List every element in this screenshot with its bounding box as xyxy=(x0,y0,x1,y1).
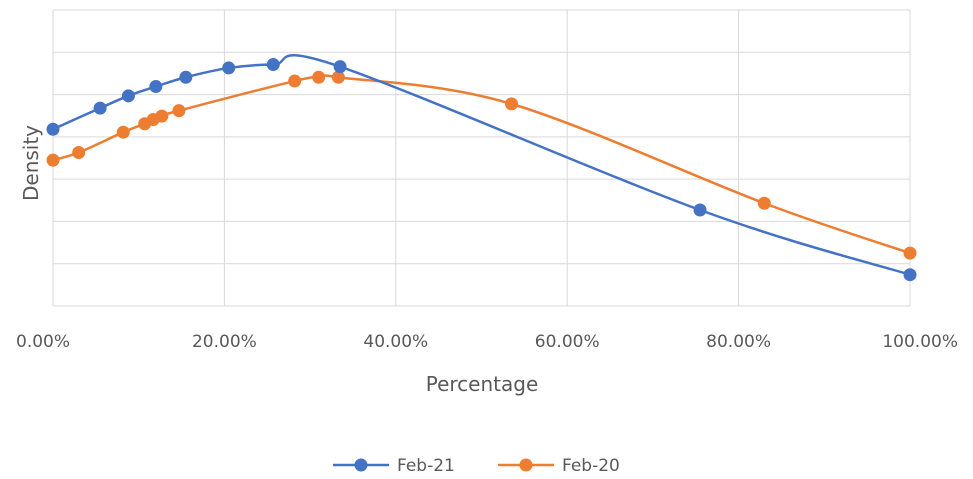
legend-item-feb-20: Feb-20 xyxy=(498,456,620,476)
chart-series xyxy=(46,54,917,282)
data-point xyxy=(46,122,60,136)
data-point xyxy=(179,70,193,84)
x-tick-label: 100.00% xyxy=(882,332,958,352)
data-point xyxy=(116,125,130,139)
data-point xyxy=(266,58,280,72)
data-point xyxy=(149,80,163,94)
x-tick-label: 60.00% xyxy=(535,332,600,352)
data-point xyxy=(46,153,60,167)
data-point xyxy=(222,61,236,75)
data-point xyxy=(903,246,917,260)
legend-marker xyxy=(519,458,533,472)
data-point xyxy=(93,101,107,115)
data-point xyxy=(693,203,707,217)
x-tick-label: 0.00% xyxy=(16,332,70,352)
series-feb-21 xyxy=(46,54,917,282)
y-axis-title: Density xyxy=(19,125,43,201)
x-axis-title: Percentage xyxy=(426,372,539,396)
data-point xyxy=(757,196,771,210)
x-tick-label: 20.00% xyxy=(192,332,257,352)
x-tick-label: 80.00% xyxy=(706,332,771,352)
legend-label: Feb-21 xyxy=(397,456,455,476)
data-point xyxy=(331,70,345,84)
legend-label: Feb-20 xyxy=(562,456,620,476)
data-point xyxy=(72,146,86,160)
x-tick-label: 40.00% xyxy=(363,332,428,352)
series-feb-20 xyxy=(46,70,917,260)
data-point xyxy=(312,70,326,84)
chart-legend: Feb-21 Feb-20 xyxy=(333,456,620,476)
x-axis-tick-labels: 0.00% 20.00% 40.00% 60.00% 80.00% 100.00% xyxy=(16,332,958,352)
legend-marker xyxy=(354,458,368,472)
data-point xyxy=(172,104,186,118)
data-point xyxy=(333,60,347,74)
data-point xyxy=(155,109,169,123)
data-point xyxy=(903,268,917,282)
data-point xyxy=(504,97,518,111)
chart-gridlines xyxy=(52,9,911,307)
data-point xyxy=(121,89,135,103)
series-line xyxy=(51,73,912,255)
data-point xyxy=(288,74,302,88)
series-line xyxy=(51,54,912,276)
legend-item-feb-21: Feb-21 xyxy=(333,456,455,476)
